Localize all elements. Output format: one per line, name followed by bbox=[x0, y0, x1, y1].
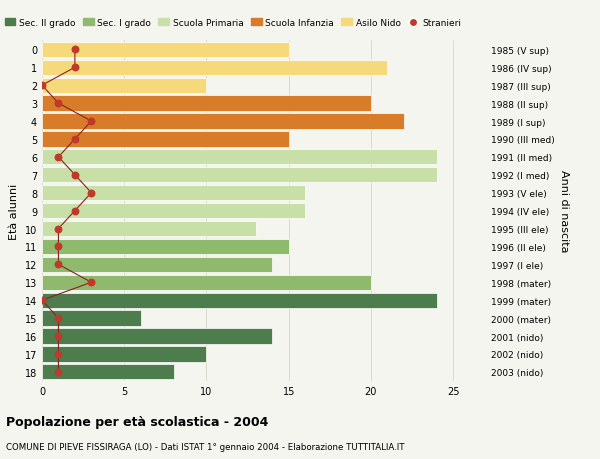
Bar bbox=[42, 185, 305, 201]
Bar bbox=[42, 114, 404, 129]
Point bbox=[37, 82, 47, 90]
Bar bbox=[42, 132, 289, 147]
Bar bbox=[42, 311, 140, 326]
Bar bbox=[42, 364, 173, 380]
Point bbox=[70, 64, 80, 72]
Point bbox=[37, 297, 47, 304]
Point bbox=[53, 100, 63, 107]
Bar bbox=[42, 168, 437, 183]
Legend: Sec. II grado, Sec. I grado, Scuola Primaria, Scuola Infanzia, Asilo Nido, Stran: Sec. II grado, Sec. I grado, Scuola Prim… bbox=[1, 15, 465, 31]
Point bbox=[86, 279, 96, 286]
Point bbox=[53, 154, 63, 161]
Y-axis label: Età alunni: Età alunni bbox=[9, 183, 19, 239]
Point bbox=[53, 351, 63, 358]
Point bbox=[53, 315, 63, 322]
Y-axis label: Anni di nascita: Anni di nascita bbox=[559, 170, 569, 252]
Bar bbox=[42, 275, 371, 290]
Point bbox=[53, 333, 63, 340]
Point bbox=[53, 225, 63, 233]
Bar bbox=[42, 61, 388, 76]
Bar bbox=[42, 347, 206, 362]
Point bbox=[53, 261, 63, 269]
Bar bbox=[42, 221, 256, 237]
Bar bbox=[42, 96, 371, 112]
Text: COMUNE DI PIEVE FISSIRAGA (LO) - Dati ISTAT 1° gennaio 2004 - Elaborazione TUTTI: COMUNE DI PIEVE FISSIRAGA (LO) - Dati IS… bbox=[6, 442, 404, 451]
Point bbox=[86, 118, 96, 125]
Bar bbox=[42, 203, 305, 219]
Point bbox=[53, 369, 63, 376]
Bar bbox=[42, 293, 437, 308]
Point bbox=[86, 190, 96, 197]
Point bbox=[70, 207, 80, 215]
Text: Popolazione per età scolastica - 2004: Popolazione per età scolastica - 2004 bbox=[6, 415, 268, 428]
Bar bbox=[42, 150, 437, 165]
Point bbox=[70, 136, 80, 143]
Bar bbox=[42, 43, 289, 58]
Bar bbox=[42, 329, 272, 344]
Point bbox=[53, 243, 63, 251]
Point bbox=[70, 172, 80, 179]
Point bbox=[70, 46, 80, 54]
Bar bbox=[42, 257, 272, 272]
Bar bbox=[42, 78, 206, 94]
Bar bbox=[42, 239, 289, 254]
